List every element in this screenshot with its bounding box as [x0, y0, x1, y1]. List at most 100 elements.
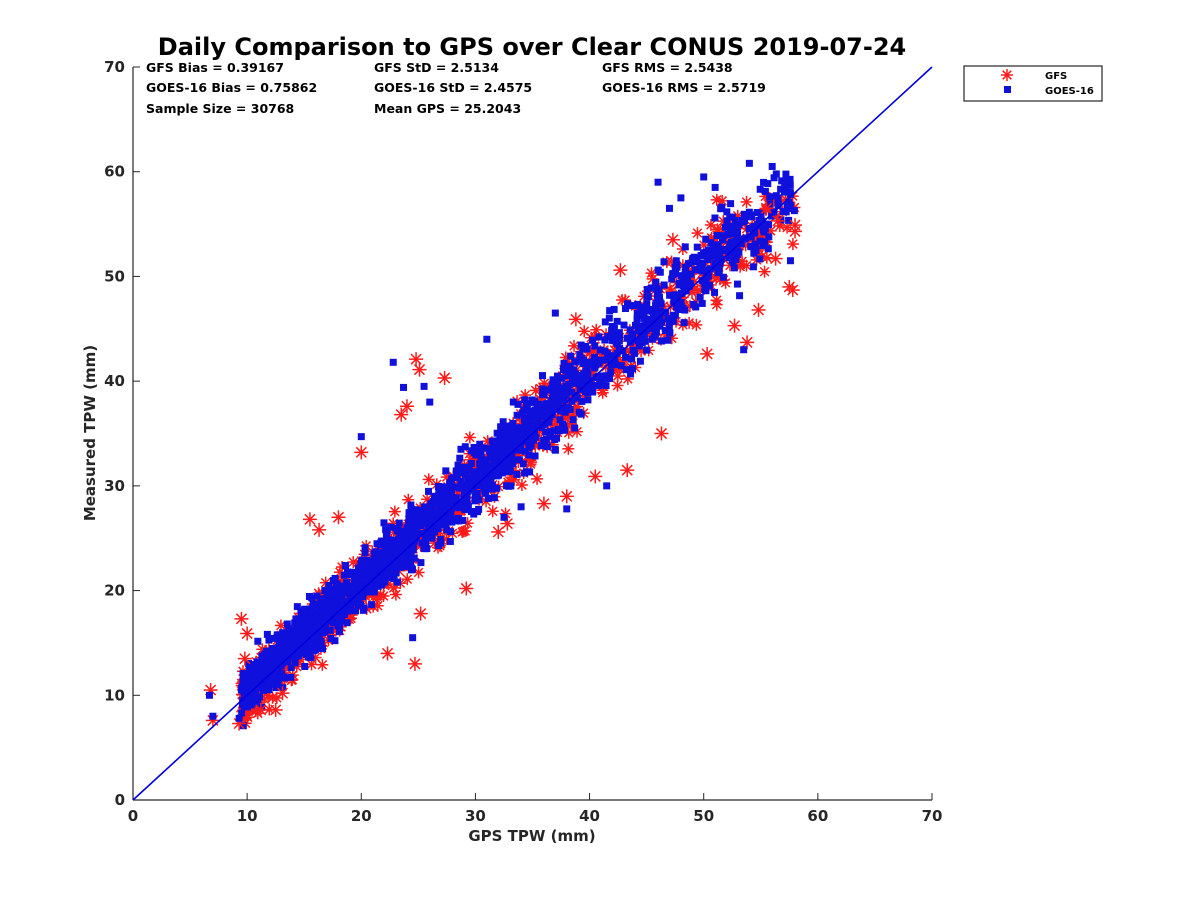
goes16-cloud-point	[418, 506, 426, 514]
gfs-point	[491, 524, 506, 539]
gfs-cloud-point	[740, 195, 753, 208]
goes16-cloud-point	[764, 221, 772, 229]
gfs-point	[459, 581, 474, 596]
gfs-point	[409, 352, 424, 367]
goes16-cloud-point	[702, 250, 710, 258]
goes16-cloud-point	[368, 586, 376, 594]
gfs-cloud-point	[710, 298, 723, 311]
goes16-cloud-point	[445, 517, 453, 525]
goes16-cloud-point	[463, 502, 471, 510]
goes16-cloud-point	[633, 310, 641, 318]
goes16-cloud-point	[457, 469, 465, 477]
goes16-cloud-point	[782, 170, 790, 178]
goes16-cloud-point	[709, 252, 717, 260]
goes16-cloud-point	[677, 298, 685, 306]
goes16-cloud-point	[525, 440, 533, 448]
goes16-cloud-point	[457, 445, 465, 453]
goes16-cloud-point	[786, 190, 794, 198]
stat-text: Mean GPS = 25.2043	[374, 101, 521, 116]
goes16-point	[400, 383, 408, 391]
goes16-cloud-point	[313, 601, 321, 609]
goes16-cloud-point	[733, 236, 741, 244]
stat-text: GFS StD = 2.5134	[374, 60, 499, 75]
goes16-cloud-point	[665, 322, 673, 330]
goes16-cloud-point	[452, 467, 460, 475]
goes16-cloud-point	[401, 539, 409, 547]
goes16-cloud-point	[572, 379, 580, 387]
gfs-point	[380, 646, 395, 661]
gfs-cloud-point	[459, 524, 472, 537]
goes16-cloud-point	[693, 243, 701, 251]
goes16-cloud-point	[342, 598, 350, 606]
goes16-cloud-point	[563, 405, 571, 413]
goes16-cloud-point	[420, 543, 428, 551]
gfs-point	[302, 512, 317, 527]
goes16-cloud-point	[474, 448, 482, 456]
goes16-cloud-point	[554, 386, 562, 394]
goes16-cloud-point	[511, 433, 519, 441]
goes16-cloud-point	[610, 324, 618, 332]
goes16-point	[774, 194, 782, 202]
goes16-cloud-point	[455, 517, 463, 525]
legend-gfs-asterisk	[1001, 69, 1013, 81]
goes16-cloud-point	[770, 174, 778, 182]
goes16-cloud-point	[305, 592, 313, 600]
goes16-cloud-point	[421, 534, 429, 542]
goes16-cloud-point	[723, 217, 731, 225]
goes16-cloud-point	[538, 412, 546, 420]
goes16-cloud-point	[755, 216, 763, 224]
goes16-cloud-point	[628, 355, 636, 363]
goes16-cloud-point	[391, 547, 399, 555]
goes16-cloud-point	[606, 307, 614, 315]
goes16-cloud-point	[651, 306, 659, 314]
goes16-cloud-point	[440, 483, 448, 491]
goes16-cloud-point	[476, 440, 484, 448]
goes16-cloud-point	[636, 357, 644, 365]
goes16-cloud-point	[278, 655, 286, 663]
goes16-cloud-point	[542, 428, 550, 436]
goes16-cloud-point	[407, 505, 415, 513]
goes16-cloud-point	[316, 621, 324, 629]
goes16-cloud-point	[311, 642, 319, 650]
goes16-cloud-point	[505, 433, 513, 441]
goes16-cloud-point	[491, 445, 499, 453]
goes16-cloud-point	[498, 449, 506, 457]
goes16-cloud-point	[566, 362, 574, 370]
y-tick-label: 20	[104, 582, 125, 600]
goes16-cloud-point	[492, 470, 500, 478]
goes16-cloud-point	[300, 642, 308, 650]
goes16-cloud-point	[654, 266, 662, 274]
gfs-cloud-point	[758, 265, 771, 278]
goes16-cloud-point	[361, 548, 369, 556]
goes16-cloud-point	[285, 625, 293, 633]
goes16-cloud-point	[599, 356, 607, 364]
goes16-cloud-point	[444, 485, 452, 493]
goes16-cloud-point	[681, 306, 689, 314]
goes16-cloud-point	[443, 498, 451, 506]
goes16-cloud-point	[307, 634, 315, 642]
goes16-cloud-point	[677, 272, 685, 280]
goes16-cloud-point	[410, 554, 418, 562]
goes16-cloud-point	[547, 397, 555, 405]
goes16-cloud-point	[239, 669, 247, 677]
gfs-cloud-point	[786, 238, 799, 251]
goes16-cloud-point	[666, 291, 674, 299]
goes16-cloud-point	[265, 686, 273, 694]
goes16-cloud-point	[698, 299, 706, 307]
goes16-cloud-point	[264, 680, 272, 688]
goes16-cloud-point	[429, 500, 437, 508]
goes16-cloud-point	[557, 407, 565, 415]
goes16-cloud-point	[568, 397, 576, 405]
goes16-cloud-point	[400, 554, 408, 562]
gfs-point	[412, 362, 427, 377]
goes16-cloud-point	[525, 444, 533, 452]
goes16-cloud-point	[670, 297, 678, 305]
goes16-cloud-point	[571, 424, 579, 432]
goes16-cloud-point	[658, 318, 666, 326]
goes16-cloud-point	[525, 417, 533, 425]
goes16-cloud-point	[730, 264, 738, 272]
goes16-cloud-point	[596, 346, 604, 354]
goes16-cloud-point	[582, 378, 590, 386]
goes16-cloud-point	[329, 585, 337, 593]
